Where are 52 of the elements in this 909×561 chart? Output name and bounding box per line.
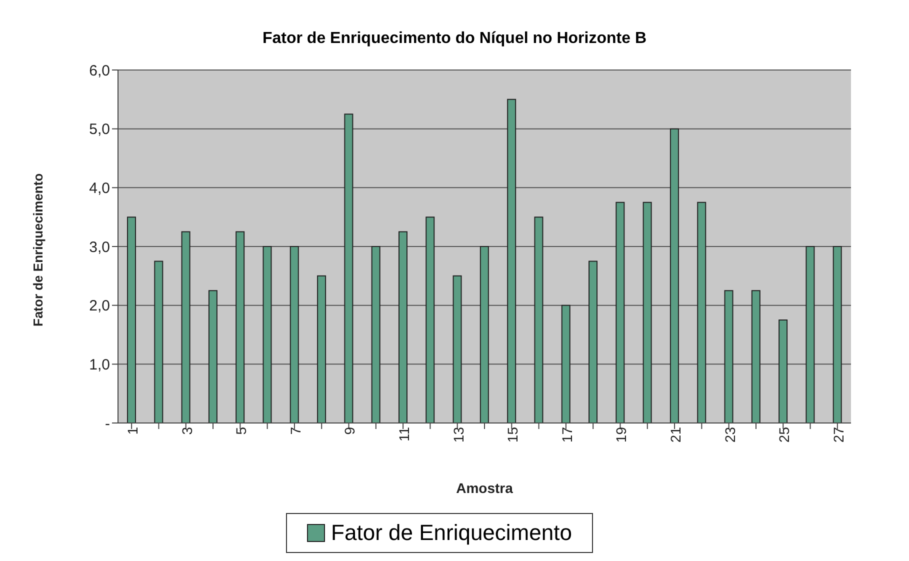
bar — [317, 275, 326, 423]
y-tick-label: - — [105, 415, 110, 432]
bar — [208, 290, 218, 423]
bar — [670, 128, 679, 423]
bar — [181, 231, 190, 423]
bar — [697, 202, 706, 423]
x-tick-label: 25 — [776, 426, 792, 443]
x-tick-label: 19 — [613, 426, 630, 443]
x-tick-label: 9 — [342, 426, 358, 435]
x-tick-label: 13 — [450, 426, 466, 443]
x-tick-label: 1 — [124, 426, 141, 435]
y-tick-label: 1,0 — [89, 356, 110, 374]
bar — [398, 231, 408, 423]
y-tick-label: 3,0 — [89, 238, 110, 256]
y-tick-label: 6,0 — [89, 62, 110, 80]
bar — [616, 202, 625, 423]
bar — [588, 260, 598, 423]
bar — [262, 246, 272, 423]
x-tick-label: 23 — [722, 426, 738, 443]
x-tick-label: 11 — [396, 426, 412, 442]
bar — [534, 216, 544, 423]
legend-label: Fator de Enriquecimento — [330, 520, 572, 546]
x-tick-label: 5 — [233, 426, 250, 435]
x-tick-label: 27 — [830, 426, 846, 443]
bar — [236, 231, 245, 423]
x-tick-label: 21 — [667, 426, 684, 443]
x-tick-label: 15 — [504, 426, 521, 443]
bar — [290, 246, 299, 423]
bar — [426, 216, 435, 423]
x-tick-label: 7 — [287, 426, 304, 435]
y-tick-label: 5,0 — [89, 121, 110, 138]
bar — [452, 275, 462, 423]
bar — [778, 320, 788, 423]
bar — [561, 304, 570, 423]
bar — [344, 114, 354, 423]
bar — [480, 246, 489, 423]
y-tick-label: 4,0 — [89, 180, 110, 197]
chart-title: Fator de Enriquecimento do Níquel no Horizonte B — [261, 29, 648, 49]
bar — [832, 246, 842, 423]
bar — [724, 290, 734, 423]
x-tick-label: 3 — [178, 426, 195, 435]
x-axis-title: Amostra — [456, 480, 514, 496]
bar — [806, 246, 815, 423]
y-tick-label: 2,0 — [89, 298, 110, 315]
bar — [127, 216, 136, 423]
y-axis-title: Fator de Enriquecimento — [30, 173, 46, 326]
bar — [154, 260, 164, 423]
bar — [371, 246, 380, 423]
bar — [507, 98, 516, 423]
x-tick-label: 17 — [558, 426, 575, 443]
bar — [751, 290, 760, 423]
bar — [642, 202, 652, 423]
